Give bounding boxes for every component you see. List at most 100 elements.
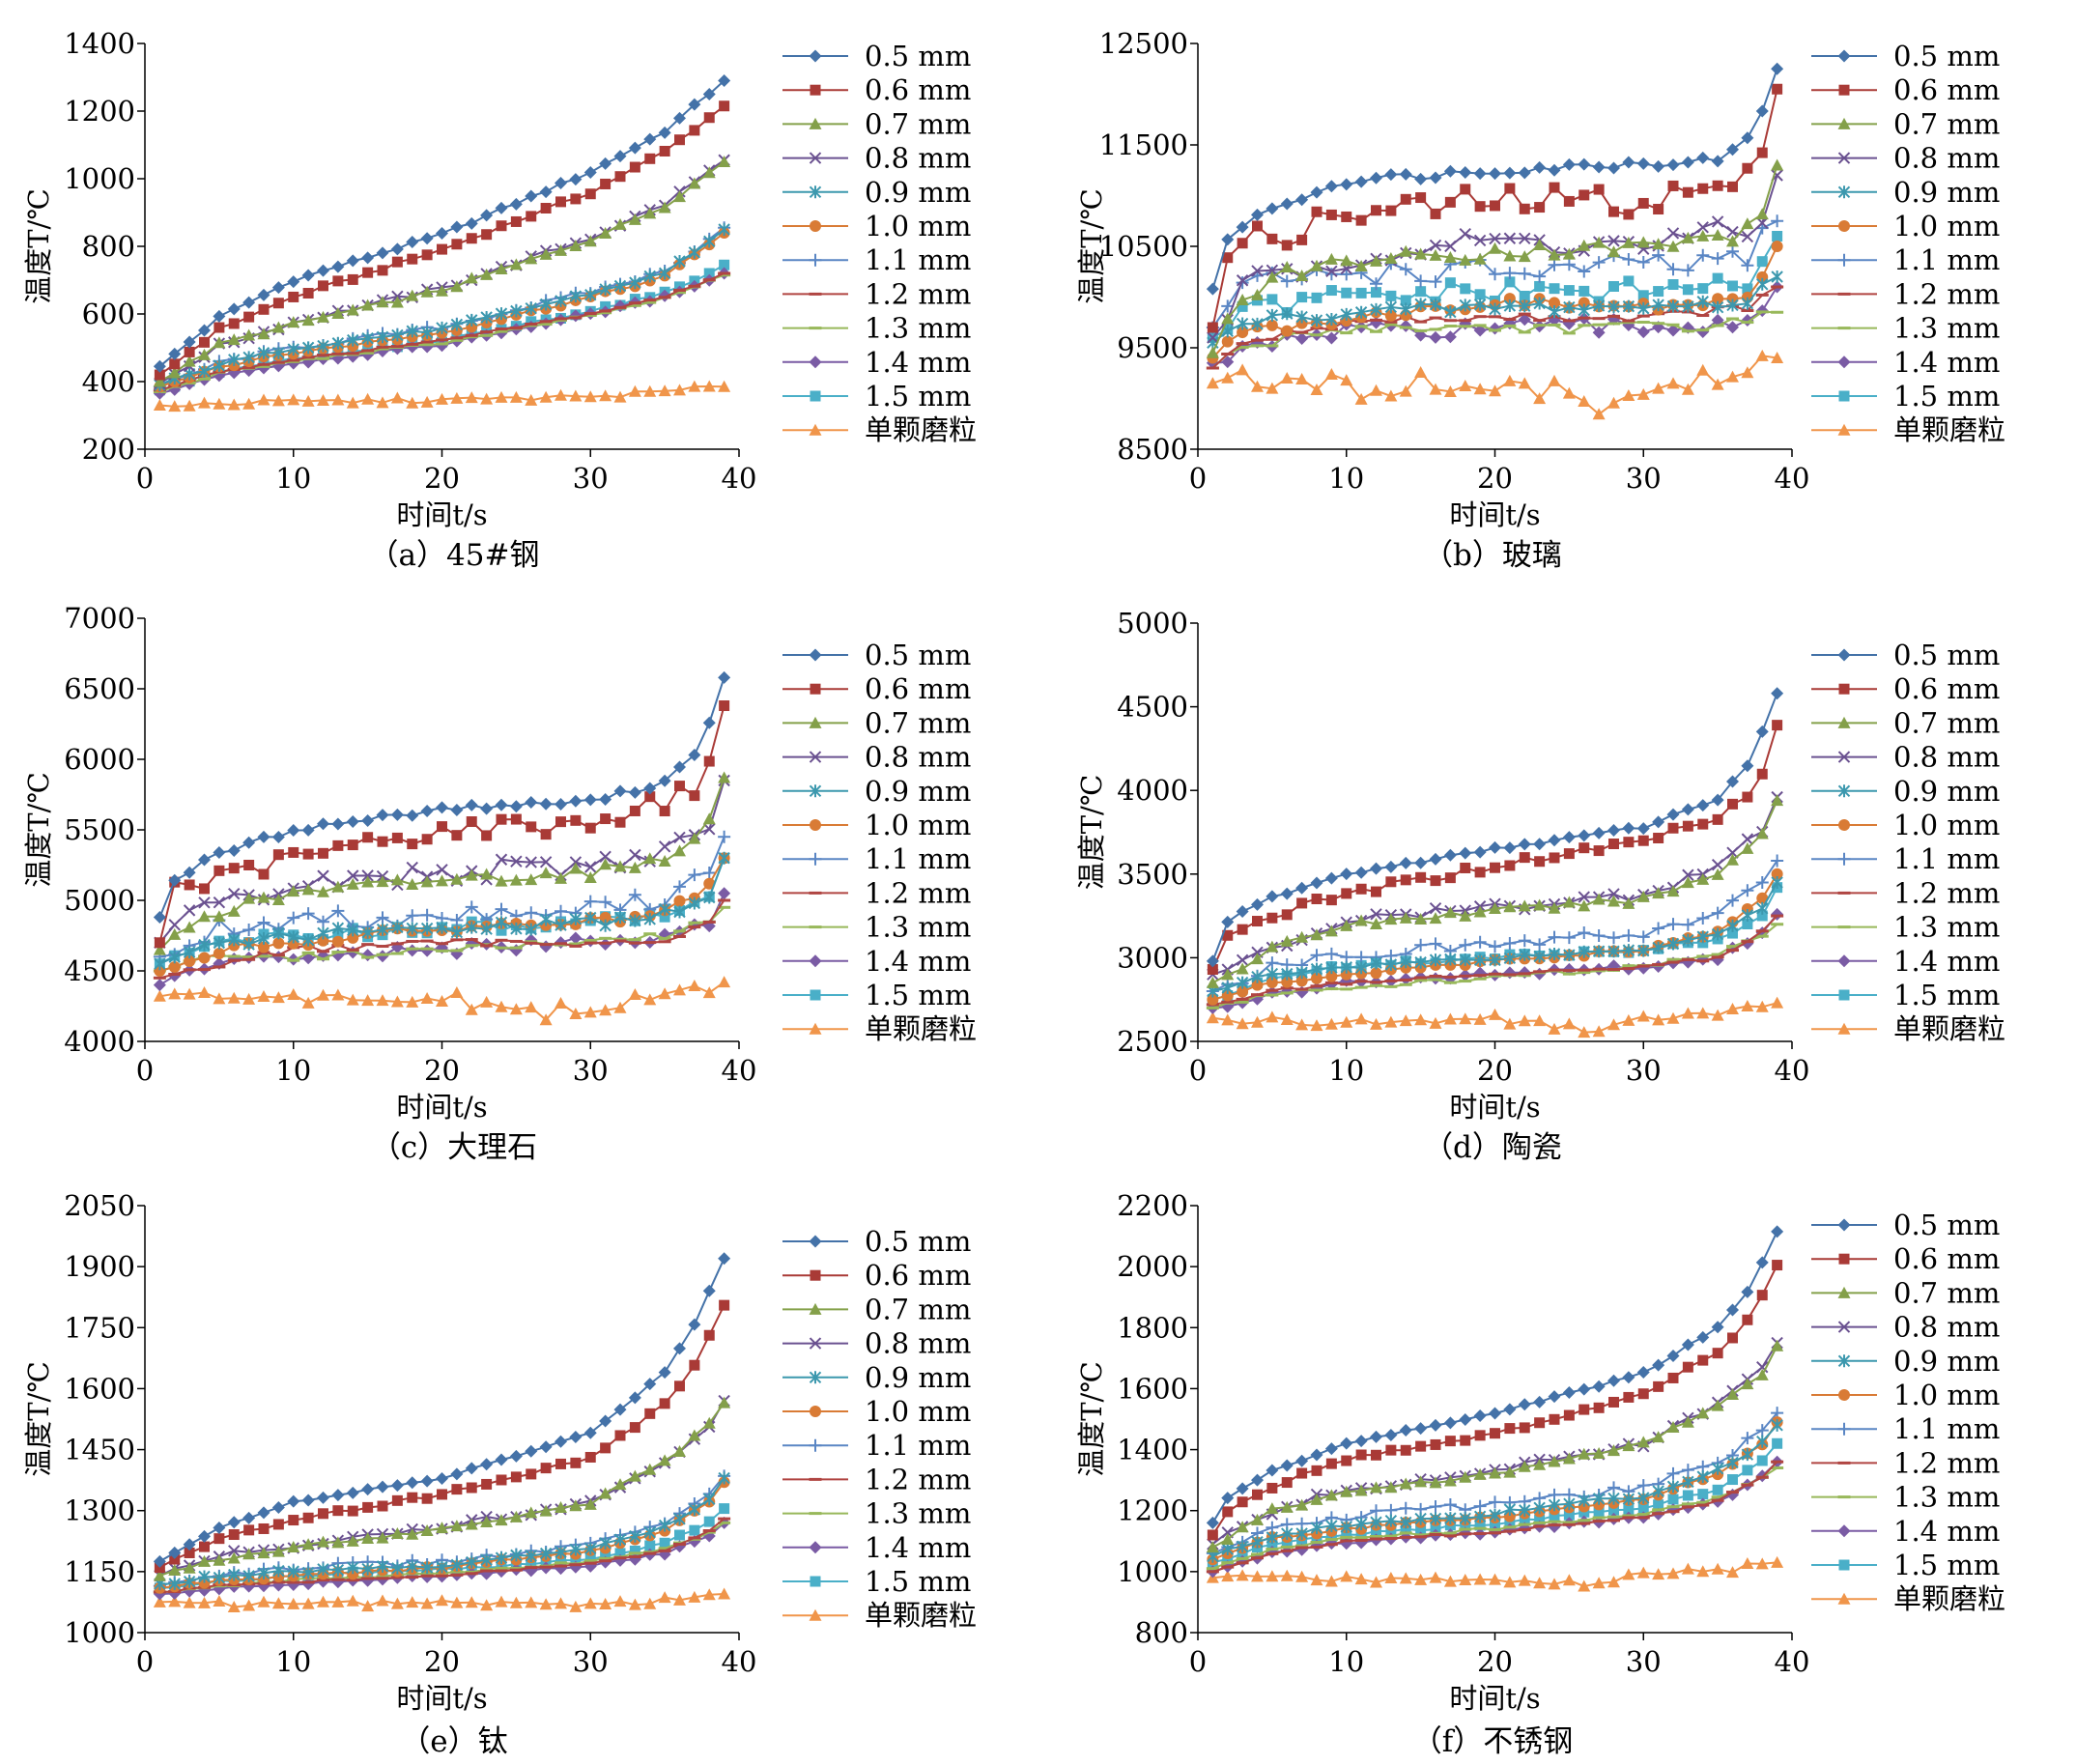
data-point <box>1310 384 1323 396</box>
data-point <box>213 1521 226 1534</box>
data-point <box>1341 1455 1352 1466</box>
legend-label: 0.8 mm <box>865 142 971 175</box>
data-point <box>583 235 597 247</box>
data-point <box>1400 1516 1412 1529</box>
data-point <box>1266 1502 1279 1515</box>
data-point <box>257 1547 270 1559</box>
data-point <box>1221 1543 1234 1556</box>
data-point <box>1696 799 1710 812</box>
data-point <box>702 1416 716 1429</box>
series-2 <box>1207 720 1783 976</box>
legend-label: 1.5 mm <box>865 1565 971 1598</box>
data-point <box>466 233 477 244</box>
data-point <box>1711 252 1724 266</box>
legend-item: 1.2 mm <box>782 876 971 909</box>
legend-marker <box>1838 819 1850 831</box>
data-point <box>1266 912 1278 924</box>
data-point <box>555 1554 566 1566</box>
legend-item: 1.1 mm <box>782 1429 971 1462</box>
data-point <box>213 397 226 410</box>
data-point <box>1504 183 1516 194</box>
data-point <box>1340 1570 1353 1582</box>
data-point <box>1266 308 1279 322</box>
data-point <box>420 1597 434 1609</box>
x-tick-label: 0 <box>136 1645 154 1678</box>
data-point <box>451 830 463 841</box>
legend-item: 0.7 mm <box>782 1293 971 1325</box>
data-point <box>1399 856 1412 869</box>
data-point <box>1518 934 1531 948</box>
legend-item: 0.5 mm <box>782 639 971 671</box>
legend-item: 1.4 mm <box>782 346 971 379</box>
data-point <box>569 1008 583 1020</box>
data-point <box>198 1529 211 1543</box>
data-point <box>1430 875 1441 887</box>
data-point <box>1251 380 1264 392</box>
data-point <box>1429 1418 1442 1432</box>
data-point <box>1549 1510 1560 1522</box>
data-point <box>1252 916 1263 927</box>
legend-item: 0.5 mm <box>782 1225 971 1258</box>
legend-marker <box>1837 49 1851 63</box>
x-tick-label: 0 <box>136 1054 154 1087</box>
x-tick-label: 0 <box>1189 1645 1207 1678</box>
data-point <box>391 832 403 843</box>
data-point <box>420 875 434 888</box>
data-point <box>227 843 241 857</box>
legend: 0.5 mm0.6 mm0.7 mm0.8 mm0.9 mm1.0 mm1.1 … <box>1811 1209 2005 1615</box>
data-point <box>539 797 553 811</box>
data-point <box>643 852 657 865</box>
data-point <box>1652 382 1665 394</box>
data-point <box>539 867 553 879</box>
data-point <box>1281 1527 1294 1541</box>
data-point <box>213 910 226 923</box>
data-point <box>1578 394 1591 407</box>
data-point <box>346 1594 359 1607</box>
data-point <box>1622 389 1635 402</box>
data-point <box>1742 1314 1753 1325</box>
data-point <box>718 1252 731 1266</box>
data-point <box>1562 258 1576 271</box>
data-point <box>376 246 389 260</box>
data-point <box>1295 1018 1309 1031</box>
data-point <box>1607 245 1620 258</box>
legend-label: 1.3 mm <box>1893 1481 2000 1514</box>
data-point <box>1310 314 1323 327</box>
data-point <box>1355 1449 1367 1461</box>
data-point <box>258 868 270 880</box>
data-point <box>1653 1499 1664 1511</box>
data-point <box>481 1478 493 1490</box>
data-point <box>1443 1012 1457 1025</box>
data-point <box>1607 1374 1620 1387</box>
series-6 <box>1207 241 1783 364</box>
data-point <box>555 1458 566 1469</box>
chart-caption: （e）钛 <box>400 1724 507 1759</box>
y-axis-title: 温度T/℃ <box>22 772 55 888</box>
data-point <box>510 215 522 227</box>
data-point <box>346 396 359 409</box>
data-point <box>570 814 582 826</box>
data-point <box>301 1538 315 1551</box>
data-point <box>658 1591 671 1604</box>
legend-item: 1.5 mm <box>1811 1549 2000 1581</box>
data-point <box>1622 821 1635 835</box>
data-point <box>1489 940 1501 953</box>
data-point <box>569 794 583 808</box>
y-tick-label: 800 <box>82 230 135 263</box>
data-point <box>659 145 670 156</box>
data-point <box>1607 300 1620 314</box>
data-point <box>555 388 567 401</box>
legend-label: 单颗磨粒 <box>865 1012 977 1045</box>
data-point <box>258 1522 270 1534</box>
data-point <box>509 873 523 886</box>
data-point <box>599 1487 612 1499</box>
data-point <box>1652 159 1665 173</box>
y-tick-label: 12500 <box>1099 27 1188 60</box>
data-point <box>183 335 196 349</box>
data-point <box>1726 775 1739 788</box>
data-point <box>496 1474 507 1486</box>
data-point <box>526 821 537 833</box>
data-point <box>703 823 716 836</box>
data-point <box>495 390 508 403</box>
data-point <box>1534 202 1546 213</box>
